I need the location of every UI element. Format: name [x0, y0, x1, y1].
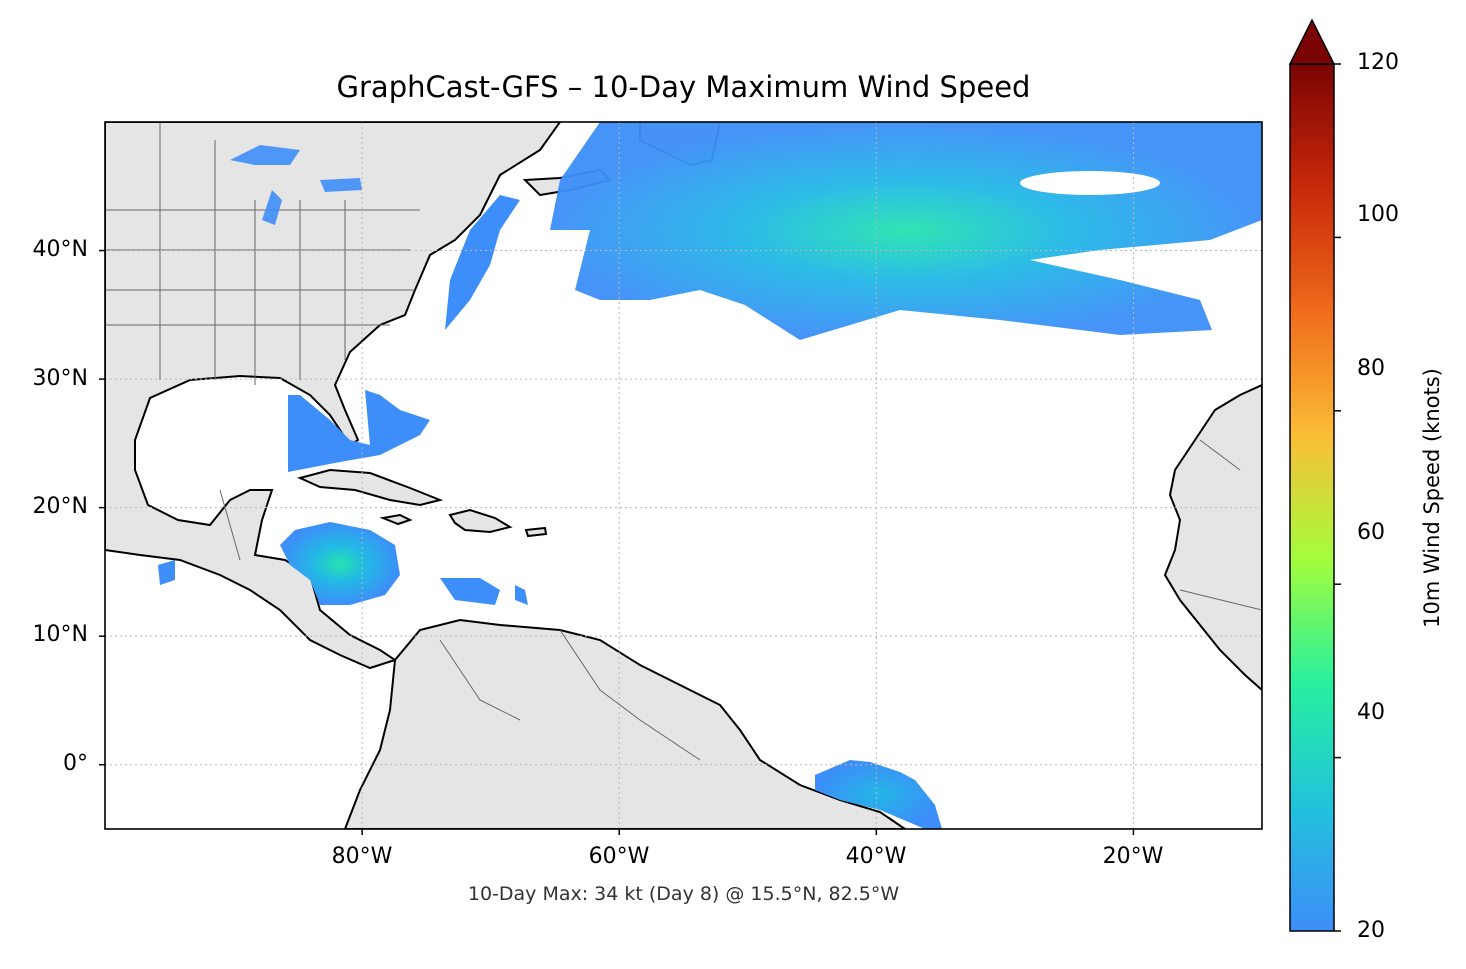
colorbar-gradient — [1289, 63, 1335, 932]
y-tick-label-40n: 40°N — [32, 237, 88, 262]
land-hispaniola — [448, 508, 513, 534]
land-south-america — [343, 618, 907, 829]
colorbar-tick-20: 20 — [1357, 918, 1385, 943]
max-wind-caption: 10-Day Max: 34 kt (Day 8) @ 15.5°N, 82.5… — [467, 883, 900, 905]
map-frame — [104, 121, 1263, 830]
x-tick-label-40w: 40°W — [845, 844, 907, 869]
x-tick-label-80w: 80°W — [331, 844, 393, 869]
colorbar-tick-60: 60 — [1357, 520, 1385, 545]
land-africa — [1163, 383, 1262, 692]
x-tick-label-60w: 60°W — [588, 844, 650, 869]
wind-equatorial — [815, 760, 942, 829]
land-cuba — [297, 468, 444, 507]
y-tick-label-10n: 10°N — [32, 622, 88, 647]
map-title: GraphCast-GFS – 10-Day Maximum Wind Spee… — [336, 70, 1031, 104]
x-tick-label-20w: 20°W — [1102, 844, 1164, 869]
y-tick-label-0: 0° — [63, 751, 88, 776]
wind-gap-north-atlantic — [1020, 171, 1160, 195]
land-north-america — [105, 122, 562, 670]
colorbar-extend-arrow — [1288, 18, 1336, 65]
wind-florida-straits — [288, 390, 430, 472]
wind-great-lakes — [230, 145, 362, 225]
colorbar — [1288, 18, 1341, 932]
colorbar-tick-120: 120 — [1357, 50, 1399, 75]
y-tick-label-30n: 30°N — [32, 366, 88, 391]
wind-gulf-honduras — [280, 522, 400, 605]
colorbar-tick-80: 80 — [1357, 356, 1385, 381]
wind-caribbean-east — [440, 578, 528, 605]
land-puerto-rico — [524, 526, 548, 538]
colorbar-tick-40: 40 — [1357, 700, 1385, 725]
colorbar-label: 10m Wind Speed (knots) — [1420, 368, 1444, 628]
wind-field — [158, 122, 1262, 829]
wind-nw-atlantic — [445, 195, 520, 330]
colorbar-tick-100: 100 — [1357, 202, 1399, 227]
land-jamaica — [379, 513, 413, 526]
y-tick-label-20n: 20°N — [32, 494, 88, 519]
wind-pacific-spot — [158, 560, 175, 585]
axis-ticks — [99, 249, 1135, 835]
